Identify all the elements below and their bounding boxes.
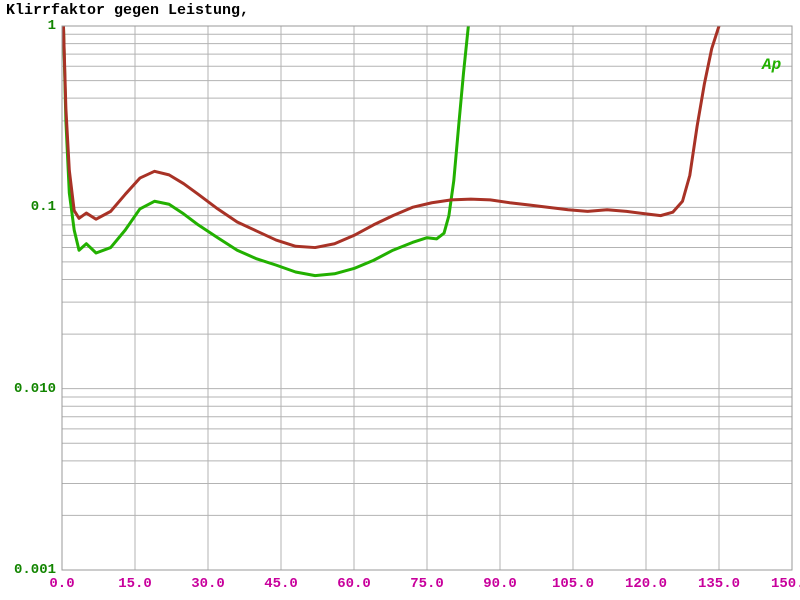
y-tick-label: 0.001 bbox=[0, 562, 56, 578]
x-tick-label: 90.0 bbox=[483, 576, 517, 592]
x-tick-label: 0.0 bbox=[49, 576, 74, 592]
y-tick-label: 0.1 bbox=[0, 199, 56, 215]
chart-container: Klirrfaktor gegen Leistung, Ap 0.015.030… bbox=[0, 0, 800, 600]
y-tick-label: 1 bbox=[0, 18, 56, 34]
x-tick-label: 135.0 bbox=[698, 576, 740, 592]
x-tick-label: 60.0 bbox=[337, 576, 371, 592]
x-tick-label: 120.0 bbox=[625, 576, 667, 592]
plot-area bbox=[0, 0, 800, 600]
legend-label: Ap bbox=[762, 56, 781, 74]
x-tick-label: 15.0 bbox=[118, 576, 152, 592]
x-tick-label: 30.0 bbox=[191, 576, 225, 592]
x-tick-label: 105.0 bbox=[552, 576, 594, 592]
x-tick-label: 45.0 bbox=[264, 576, 298, 592]
x-tick-label: 75.0 bbox=[410, 576, 444, 592]
x-tick-label: 150.0 bbox=[771, 576, 800, 592]
y-tick-label: 0.010 bbox=[0, 381, 56, 397]
